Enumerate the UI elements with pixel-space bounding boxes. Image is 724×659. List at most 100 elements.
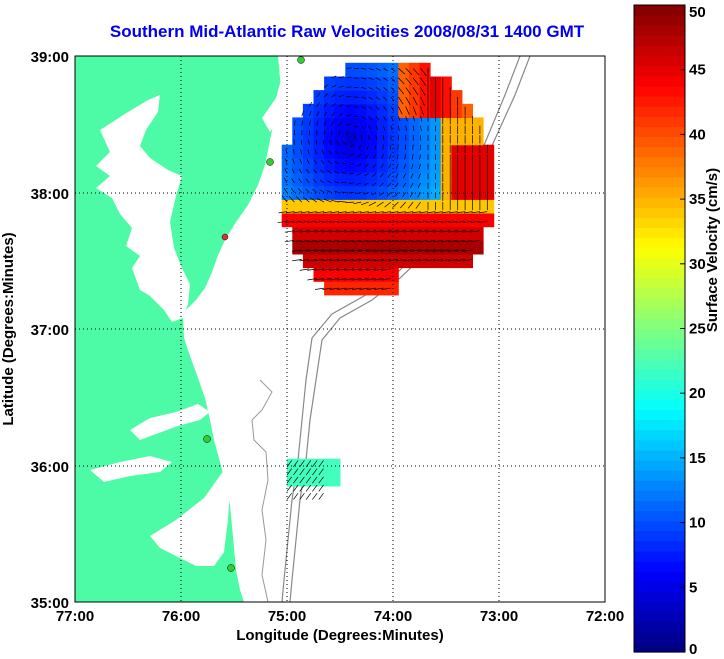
velocity-arrow <box>383 115 387 121</box>
velocity-arrow <box>323 111 328 117</box>
velocity-arrow <box>286 484 292 492</box>
velocity-arrow <box>312 188 317 193</box>
velocity-arrow <box>321 230 332 233</box>
velocity-arrow <box>383 87 388 91</box>
colorbar-segment <box>634 550 685 562</box>
velocity-cell <box>334 199 346 214</box>
velocity-cell <box>472 213 484 228</box>
velocity-cell <box>440 185 452 200</box>
velocity-cell <box>366 172 378 187</box>
velocity-arrow <box>387 182 392 188</box>
velocity-cell <box>355 199 367 214</box>
velocity-arrow <box>470 230 480 233</box>
velocity-arrow <box>389 211 399 214</box>
velocity-cell <box>419 76 431 91</box>
velocity-arrow <box>410 259 421 262</box>
velocity-cell <box>292 172 304 187</box>
velocity-arrow <box>299 492 305 500</box>
velocity-cell <box>430 240 442 255</box>
velocity-arrow <box>425 259 436 262</box>
velocity-arrow <box>410 173 414 179</box>
velocity-arrow <box>293 476 299 484</box>
velocity-arrow <box>308 101 313 107</box>
velocity-cell <box>377 103 389 118</box>
velocity-arrow <box>420 125 422 132</box>
radar-site-marker <box>266 158 274 166</box>
velocity-arrow <box>305 468 312 476</box>
velocity-cell <box>387 267 399 282</box>
colorbar-tick-label: 10 <box>689 515 706 532</box>
velocity-cell <box>387 76 399 91</box>
velocity-cell <box>483 158 495 173</box>
velocity-cell <box>419 62 431 77</box>
velocity-arrow <box>315 211 325 214</box>
velocity-cell <box>408 240 420 255</box>
velocity-cell <box>318 472 330 487</box>
colorbar-segment <box>634 500 685 512</box>
x-tick-label: 72:00 <box>586 608 624 625</box>
velocity-arrow <box>312 468 318 476</box>
velocity-arrow <box>286 468 292 476</box>
velocity-arrow <box>299 476 305 484</box>
velocity-arrow <box>293 139 295 145</box>
velocity-arrow <box>447 259 458 262</box>
colorbar-segment <box>634 85 685 97</box>
velocity-arrow <box>455 249 466 252</box>
velocity-arrow <box>344 259 354 262</box>
velocity-arrow <box>375 87 381 91</box>
colorbar-segment <box>634 186 685 198</box>
velocity-arrow <box>346 123 351 126</box>
velocity-arrow <box>366 249 377 252</box>
colorbar-tick-label: 40 <box>689 126 706 143</box>
velocity-cell <box>377 199 389 214</box>
velocity-arrow <box>306 259 317 262</box>
velocity-cell <box>440 253 452 269</box>
velocity-arrow <box>360 211 369 214</box>
colorbar-segment <box>634 55 685 67</box>
velocity-arrow <box>420 87 426 96</box>
velocity-cell <box>324 199 336 214</box>
velocity-arrow <box>292 149 295 155</box>
velocity-arrow <box>471 211 480 214</box>
velocity-arrow <box>381 230 391 233</box>
velocity-arrow <box>338 76 345 79</box>
velocity-arrow <box>419 154 421 160</box>
velocity-arrow <box>366 278 377 281</box>
chesapeake-bay <box>96 95 190 322</box>
velocity-cell <box>451 240 463 255</box>
colorbar-segment <box>634 277 685 289</box>
colorbar-segment <box>634 25 685 36</box>
velocity-arrow <box>388 220 399 224</box>
velocity-cell <box>451 117 463 132</box>
velocity-arrow <box>323 102 328 107</box>
velocity-arrow <box>346 130 349 136</box>
velocity-cell <box>387 158 399 173</box>
velocity-arrow <box>338 201 347 203</box>
velocity-cell <box>329 472 341 487</box>
velocity-arrow <box>407 201 414 209</box>
velocity-arrow <box>331 199 339 203</box>
velocity-arrow <box>388 230 399 233</box>
velocity-arrow <box>440 220 451 224</box>
velocity-cell <box>313 117 325 132</box>
velocity-arrow <box>300 139 303 145</box>
velocity-cell <box>472 131 484 146</box>
velocity-arrow <box>418 239 429 243</box>
velocity-arrow <box>321 149 325 155</box>
velocity-cell <box>408 213 420 228</box>
velocity-arrow <box>321 239 332 243</box>
colorbar-tick-label: 15 <box>689 450 706 467</box>
velocity-arrow <box>286 492 292 500</box>
velocity-cell <box>302 240 314 255</box>
velocity-cell <box>334 213 346 228</box>
velocity-arrow <box>299 259 310 262</box>
velocity-arrow <box>349 144 354 148</box>
velocity-arrow <box>478 211 488 214</box>
velocity-arrow <box>402 182 406 188</box>
velocity-cell <box>461 117 473 132</box>
velocity-arrow <box>327 160 332 165</box>
velocity-arrow <box>318 468 324 476</box>
x-tick-label: 73:00 <box>480 608 518 625</box>
velocity-arrow <box>360 201 369 206</box>
velocity-cell <box>324 103 336 118</box>
